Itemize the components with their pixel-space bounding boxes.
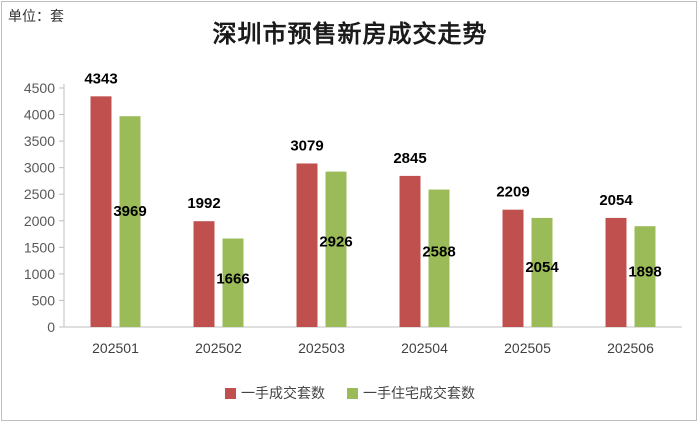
bars — [90, 96, 656, 328]
data-label-series-2: 3969 — [113, 203, 146, 220]
y-tick-label: 3500 — [24, 133, 55, 149]
y-tick-label: 0 — [47, 319, 55, 335]
data-label-series-1: 3079 — [290, 137, 323, 154]
y-tick-label: 2000 — [24, 213, 55, 229]
legend-label-series-2: 一手住宅成交套数 — [363, 386, 475, 402]
y-axis: 0 500 1000 1500 2000 2500 3000 3500 4000 4500 — [24, 80, 65, 335]
data-label-series-1: 2845 — [393, 150, 426, 167]
data-label-series-1: 4343 — [84, 70, 117, 87]
data-label-series-2: 1666 — [216, 270, 249, 287]
x-tick-label: 202502 — [195, 340, 242, 356]
unit-label: 单位：套 — [8, 9, 64, 25]
bar-series-1 — [90, 96, 112, 328]
x-tick-label: 202505 — [504, 340, 551, 356]
bar-series-2 — [325, 171, 347, 327]
data-label-series-1: 1992 — [187, 195, 220, 212]
legend-item-series-1: 一手成交套数 — [225, 383, 325, 403]
x-tick-label: 202503 — [298, 340, 345, 356]
legend-swatch-series-2 — [347, 387, 358, 399]
legend-item-series-2: 一手住宅成交套数 — [347, 383, 475, 403]
y-tick-label: 4500 — [24, 80, 55, 96]
bar-series-1 — [399, 175, 421, 327]
y-tick-label: 1000 — [24, 266, 55, 282]
bar-series-1 — [502, 209, 524, 327]
bar-series-1 — [296, 163, 318, 327]
data-label-series-2: 1898 — [628, 264, 661, 281]
y-tick-label: 3000 — [24, 160, 55, 176]
data-label-series-1: 2209 — [496, 184, 529, 201]
bar-series-1 — [605, 217, 627, 327]
x-tick-label: 202506 — [607, 340, 654, 356]
x-tick-label: 202501 — [92, 340, 139, 356]
data-label-series-2: 2054 — [525, 259, 559, 276]
legend: 一手成交套数 一手住宅成交套数 — [0, 383, 700, 403]
y-tick-label: 2500 — [24, 186, 55, 202]
y-tick-label: 4000 — [24, 107, 55, 123]
legend-label-series-1: 一手成交套数 — [241, 386, 325, 402]
data-label-series-1: 2054 — [599, 192, 633, 209]
bar-series-2 — [428, 189, 450, 327]
bar-series-2 — [634, 226, 656, 327]
data-labels: 4343 3969 1992 1666 3079 2926 2845 2588 2209 2054… — [84, 70, 661, 287]
bar-series-1 — [193, 221, 215, 327]
chart-title: 深圳市预售新房成交走势 — [212, 19, 488, 48]
data-label-series-2: 2926 — [319, 234, 352, 251]
legend-swatch-series-1 — [225, 387, 236, 399]
bar-series-2 — [119, 116, 141, 328]
y-tick-label: 500 — [32, 292, 56, 308]
y-tick-label: 1500 — [24, 239, 55, 255]
x-axis: 202501 202502 202503 202504 202505 202506 — [64, 326, 682, 356]
bar-series-2 — [222, 238, 244, 327]
x-tick-label: 202504 — [401, 340, 448, 356]
data-label-series-2: 2588 — [422, 243, 455, 260]
bar-series-2 — [531, 217, 553, 327]
